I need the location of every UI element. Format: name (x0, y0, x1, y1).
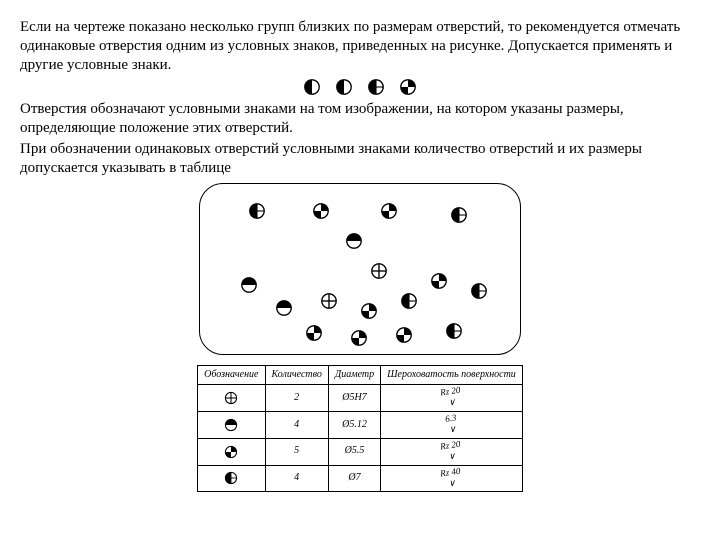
marker-half-top-icon (240, 276, 258, 294)
marker-quad-diag-icon (305, 324, 323, 342)
table-row: 2 Ø5H7 Rz 20∨ (198, 385, 523, 412)
table-row: 4 Ø5.12 6.3∨ (198, 412, 523, 439)
marker-quad-diag-icon (399, 78, 417, 96)
marker-quad-2-icon (367, 78, 385, 96)
cell-dia: Ø5.12 (328, 412, 380, 439)
marker-half-top-icon (224, 418, 238, 432)
marker-quad-diag-icon (350, 329, 368, 347)
cell-dia: Ø7 (328, 465, 380, 492)
marker-half-left-icon (335, 78, 353, 96)
th-rough: Шероховатость поверхности (381, 366, 523, 385)
hole-table-wrap: Обозначение Количество Диаметр Шероховат… (20, 365, 700, 492)
marker-quad-2-icon (470, 282, 488, 300)
cell-rough: Rz 40∨ (381, 465, 523, 492)
marker-quad-diag-icon (380, 202, 398, 220)
para-1: Если на чертеже показано несколько групп… (20, 18, 700, 74)
marker-half-top-icon (275, 299, 293, 317)
marker-cross-icon (370, 262, 388, 280)
marker-half-left-icon (303, 78, 321, 96)
cell-rough: Rz 20∨ (381, 385, 523, 412)
marker-quad-diag-icon (360, 302, 378, 320)
legend-icon-row (20, 78, 700, 96)
marker-quad-2-icon (445, 322, 463, 340)
hole-diagram (199, 183, 521, 355)
marker-cross-icon (320, 292, 338, 310)
marker-quad-2-icon (400, 292, 418, 310)
para-2: Отверстия обозначают условными знаками н… (20, 100, 700, 138)
marker-quad-diag-icon (312, 202, 330, 220)
marker-half-top-icon (345, 232, 363, 250)
cell-rough: Rz 20∨ (381, 438, 523, 465)
cell-symbol (198, 438, 265, 465)
cell-qty: 2 (265, 385, 328, 412)
marker-quad-diag-icon (395, 326, 413, 344)
hole-table: Обозначение Количество Диаметр Шероховат… (197, 365, 523, 492)
table-header-row: Обозначение Количество Диаметр Шероховат… (198, 366, 523, 385)
marker-quad-2-icon (224, 471, 238, 485)
para-3: При обозначении одинаковых отверстий усл… (20, 140, 700, 178)
cell-rough: 6.3∨ (381, 412, 523, 439)
marker-cross-icon (224, 391, 238, 405)
table-row: 4 Ø7 Rz 40∨ (198, 465, 523, 492)
cell-symbol (198, 385, 265, 412)
cell-dia: Ø5H7 (328, 385, 380, 412)
marker-quad-2-icon (248, 202, 266, 220)
marker-quad-diag-icon (430, 272, 448, 290)
cell-qty: 5 (265, 438, 328, 465)
marker-quad-2-icon (450, 206, 468, 224)
cell-symbol (198, 465, 265, 492)
cell-qty: 4 (265, 465, 328, 492)
cell-dia: Ø5.5 (328, 438, 380, 465)
table-row: 5 Ø5.5 Rz 20∨ (198, 438, 523, 465)
marker-quad-diag-icon (224, 445, 238, 459)
hole-diagram-wrap (20, 183, 700, 355)
th-symbol: Обозначение (198, 366, 265, 385)
cell-symbol (198, 412, 265, 439)
th-qty: Количество (265, 366, 328, 385)
cell-qty: 4 (265, 412, 328, 439)
th-dia: Диаметр (328, 366, 380, 385)
